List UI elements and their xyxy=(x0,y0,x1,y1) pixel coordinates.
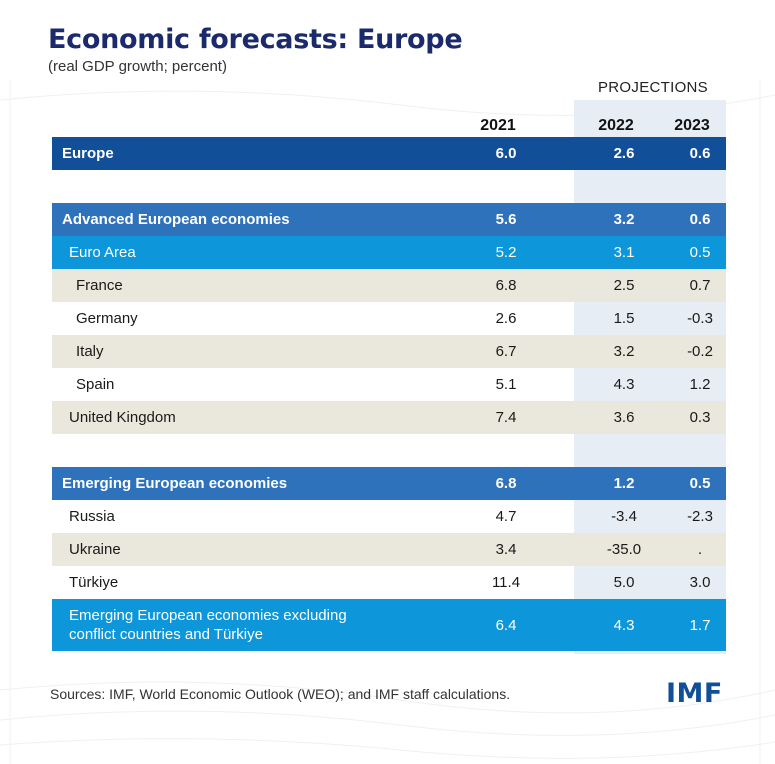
row-value-2021: 6.8 xyxy=(495,277,517,294)
row-value-2023: -2.3 xyxy=(687,508,713,525)
row-value-2022: 4.3 xyxy=(613,616,635,634)
table-row: Russia 4.7 -3.4 -2.3 xyxy=(52,500,726,533)
row-value-2022: 3.6 xyxy=(613,409,635,426)
table-row: Emerging European economies 6.8 1.2 0.5 xyxy=(52,467,726,500)
row-label: Europe xyxy=(62,145,114,162)
projections-label: PROJECTIONS xyxy=(598,79,708,96)
row-label: Spain xyxy=(76,376,115,393)
row-value-2021: 11.4 xyxy=(491,574,521,591)
chart-title: Economic forecasts: Europe xyxy=(48,24,463,55)
column-header-2022: 2022 xyxy=(598,117,634,134)
table-row: Ukraine 3.4 -35.0. xyxy=(52,533,726,566)
row-label: Türkiye xyxy=(69,574,119,591)
row-value-2021: 4.7 xyxy=(495,508,517,525)
row-value-2023: -0.2 xyxy=(687,343,713,360)
row-value-2022: 1.5 xyxy=(613,310,635,327)
row-value-2023: 0.6 xyxy=(689,145,711,162)
table-row: Emerging European economies excluding co… xyxy=(52,599,726,651)
row-value-2022: 5.0 xyxy=(613,574,635,591)
chart-subtitle: (real GDP growth; percent) xyxy=(48,58,227,75)
row-value-2023: 1.7 xyxy=(689,616,711,634)
row-value-2022: -35.0 xyxy=(606,541,642,558)
table-row: Advanced European economies 5.6 3.2 0.6 xyxy=(52,203,726,236)
table-row: Italy 6.7 3.2 -0.2 xyxy=(52,335,726,368)
row-value-2023: 0.5 xyxy=(689,475,711,492)
row-label: Emerging European economies excluding co… xyxy=(69,607,347,643)
row-label: Germany xyxy=(76,310,138,327)
row-value-2022: 4.3 xyxy=(613,376,635,393)
row-value-2021: 6.8 xyxy=(495,475,517,492)
row-value-2021: 2.6 xyxy=(495,310,517,327)
table-row: Euro Area 5.2 3.1 0.5 xyxy=(52,236,726,269)
table-row: Türkiye 11.4 5.0 3.0 xyxy=(52,566,726,599)
table-row: United Kingdom 7.4 3.6 0.3 xyxy=(52,401,726,434)
row-value-2022: 3.1 xyxy=(613,244,635,261)
row-value-2023: 0.3 xyxy=(689,409,711,426)
row-value-2023: 0.5 xyxy=(689,244,711,261)
sources-note: Sources: IMF, World Economic Outlook (WE… xyxy=(50,686,511,702)
row-label: Euro Area xyxy=(69,244,136,261)
row-label: France xyxy=(76,277,123,294)
column-header-2021: 2021 xyxy=(480,117,516,134)
row-label: Ukraine xyxy=(69,541,121,558)
row-value-2023: 0.6 xyxy=(689,211,711,228)
row-value-2023: . xyxy=(697,541,703,558)
row-value-2022: -3.4 xyxy=(611,508,637,525)
row-label: Advanced European economies xyxy=(62,211,290,228)
row-value-2022: 3.2 xyxy=(613,211,635,228)
row-value-2023: -0.3 xyxy=(687,310,713,327)
table-row: Germany 2.6 1.5 -0.3 xyxy=(52,302,726,335)
row-value-2022: 2.5 xyxy=(613,277,635,294)
row-value-2022: 1.2 xyxy=(613,475,635,492)
row-label: Emerging European economies xyxy=(62,475,288,492)
row-value-2021: 6.7 xyxy=(495,343,517,360)
row-value-2021: 5.6 xyxy=(495,211,517,228)
column-header-2023: 2023 xyxy=(674,117,710,134)
row-value-2022: 3.2 xyxy=(613,343,635,360)
row-label: Russia xyxy=(69,508,115,525)
row-label: United Kingdom xyxy=(69,409,176,426)
row-value-2021: 5.1 xyxy=(495,376,517,393)
row-value-2021: 7.4 xyxy=(495,409,517,426)
row-value-2023: 1.2 xyxy=(689,376,711,393)
row-value-2021: 6.0 xyxy=(495,145,517,162)
imf-logo: IMF xyxy=(666,678,723,709)
row-value-2021: 6.4 xyxy=(495,616,517,634)
table-row: France 6.8 2.5 0.7 xyxy=(52,269,726,302)
row-value-2023: 3.0 xyxy=(689,574,711,591)
row-value-2022: 2.6 xyxy=(613,145,635,162)
row-value-2021: 5.2 xyxy=(495,244,517,261)
row-value-2023: 0.7 xyxy=(689,277,711,294)
row-label: Italy xyxy=(76,343,104,360)
table-row: Spain 5.1 4.3 1.2 xyxy=(52,368,726,401)
row-value-2021: 3.4 xyxy=(495,541,517,558)
table-row: Europe 6.0 2.6 0.6 xyxy=(52,137,726,170)
